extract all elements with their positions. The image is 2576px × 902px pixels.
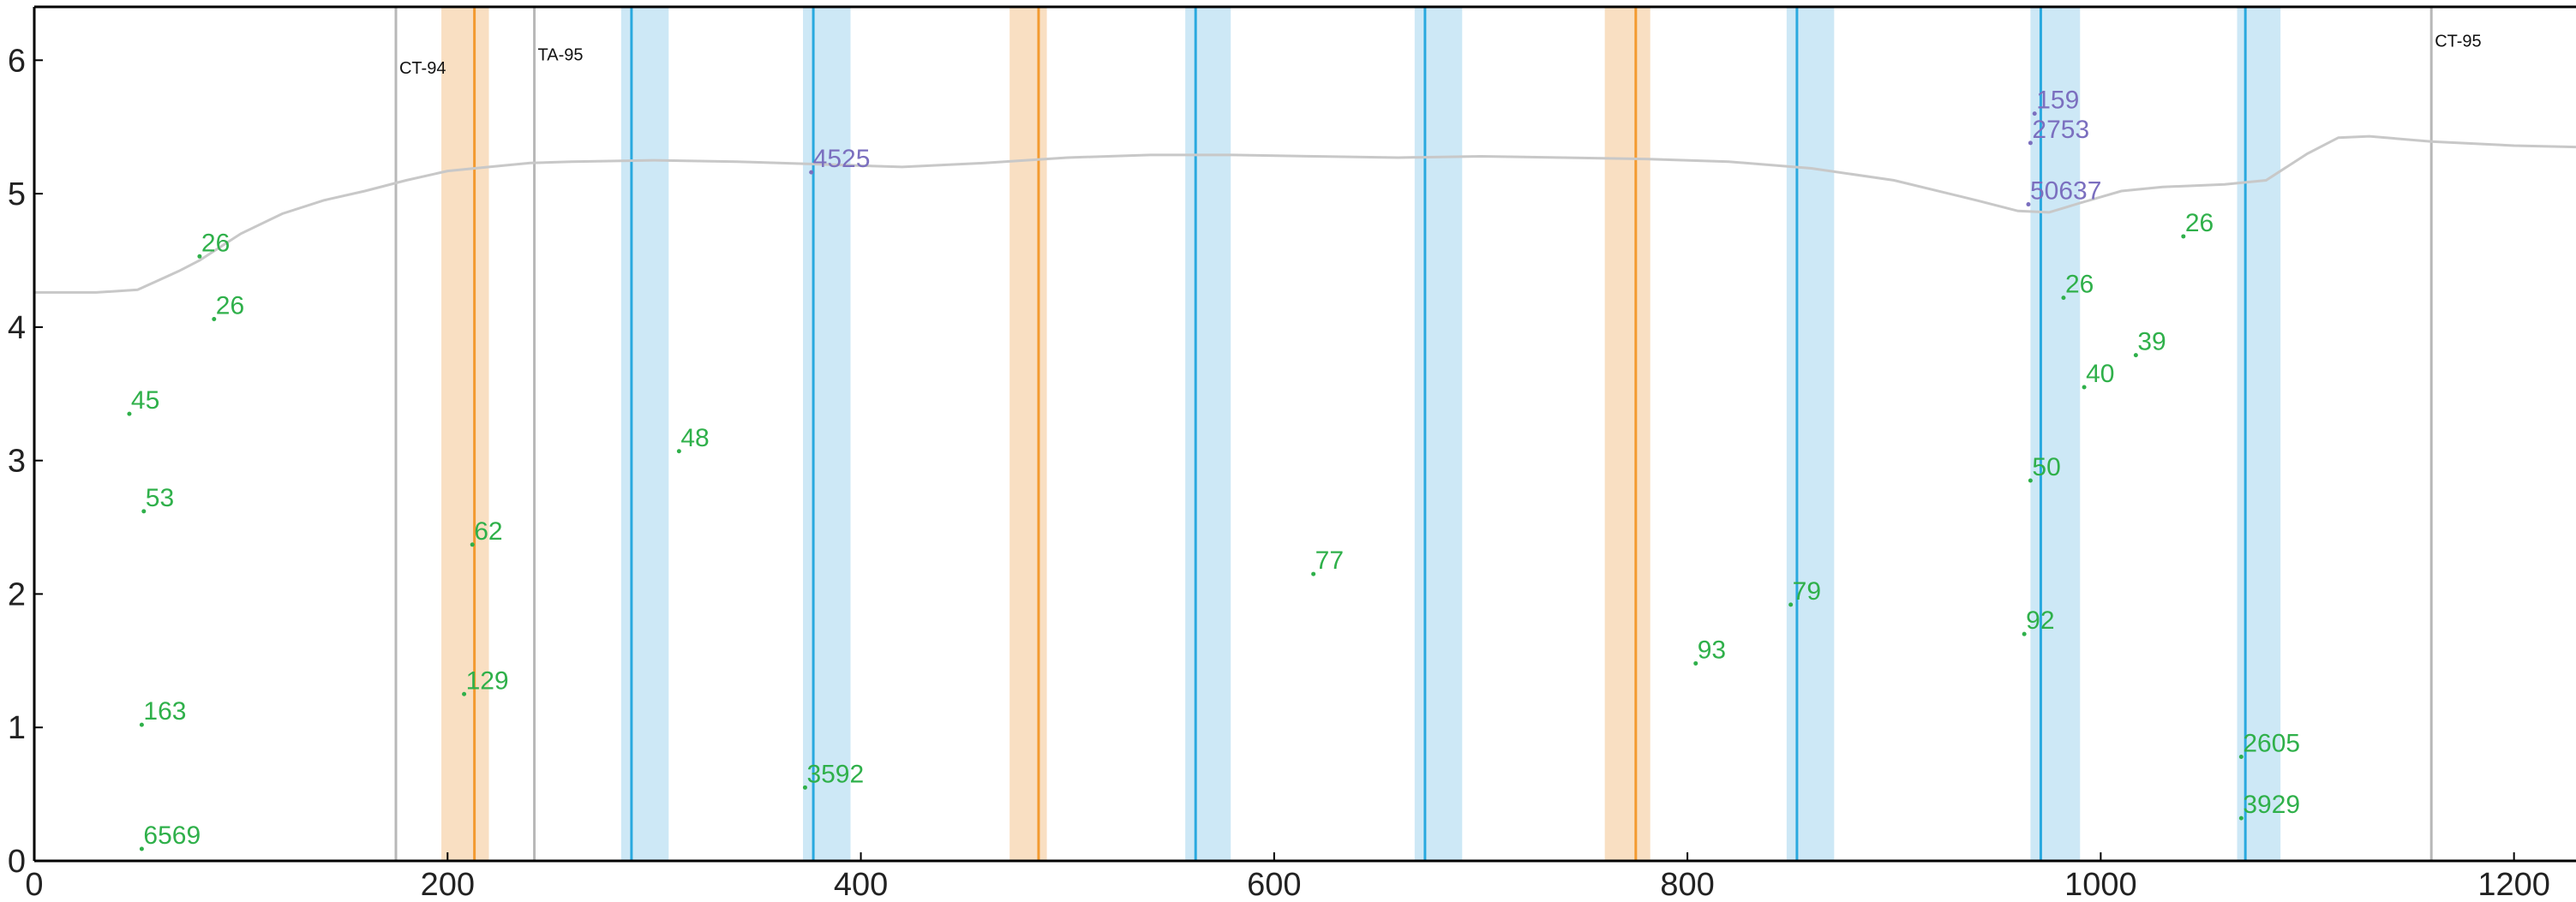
x-tick-label: 200 — [421, 867, 475, 902]
reference-line-label: TA-95 — [538, 45, 584, 64]
blue-band — [1185, 7, 1231, 861]
data-point-label: 50 — [2032, 453, 2060, 481]
blue-band — [620, 7, 669, 861]
y-tick-label: 4 — [8, 310, 26, 346]
x-tick-label: 1200 — [2477, 867, 2550, 902]
data-point-label: 26 — [201, 229, 230, 257]
data-point — [802, 785, 807, 790]
data-point — [676, 449, 681, 454]
data-point-label: 45 — [131, 386, 159, 415]
data-point — [2026, 202, 2031, 207]
data-point — [2238, 754, 2244, 759]
data-point — [127, 411, 132, 416]
data-point-label: 79 — [1793, 577, 1821, 606]
data-point — [470, 542, 475, 547]
data-point — [2022, 631, 2027, 636]
data-point-label: 26 — [2185, 209, 2214, 237]
x-tick-label: 600 — [1247, 867, 1301, 902]
blue-band — [803, 7, 851, 861]
data-point — [139, 722, 144, 727]
data-point — [212, 317, 217, 322]
data-point — [139, 846, 144, 851]
data-point-label: 50637 — [2030, 177, 2101, 206]
blue-band — [1414, 7, 1463, 861]
x-tick-label: 800 — [1660, 867, 1714, 902]
data-point-label: 159 — [2036, 87, 2079, 115]
x-tick-label: 1000 — [2064, 867, 2137, 902]
data-point — [2133, 353, 2138, 358]
data-point-label: 53 — [146, 484, 174, 512]
data-point — [1693, 660, 1698, 666]
data-point — [2082, 385, 2087, 390]
data-point-label: 77 — [1315, 547, 1344, 575]
orange-band — [1009, 7, 1047, 861]
x-tick-label: 0 — [25, 867, 43, 902]
y-tick-label: 6 — [8, 43, 26, 79]
data-point-label: 163 — [143, 697, 186, 726]
plot-area: CT-94 TA-95 CT-95 26 26 45 53 163 6569 62 129 48 359… — [34, 7, 2576, 861]
y-tick-label: 3 — [8, 444, 26, 480]
data-point — [2032, 111, 2037, 116]
y-tick-label: 5 — [8, 176, 26, 212]
data-point — [2238, 815, 2244, 821]
orange-band — [441, 7, 489, 861]
data-point-label: 3592 — [806, 760, 864, 788]
data-point — [2061, 296, 2066, 301]
y-tick-label: 1 — [8, 710, 26, 746]
reference-line-label: CT-95 — [2435, 33, 2481, 51]
data-point — [809, 170, 814, 175]
blue-band — [1786, 7, 1835, 861]
data-point-label: 39 — [2137, 328, 2166, 356]
data-point-label: 3929 — [2243, 791, 2300, 819]
data-point — [462, 691, 467, 696]
blue-band — [2030, 7, 2081, 861]
x-tick-label: 400 — [834, 867, 888, 902]
data-point-label: 4525 — [813, 145, 871, 173]
data-point-label: 26 — [216, 292, 244, 320]
data-point — [197, 254, 202, 259]
data-point-label: 2753 — [2032, 116, 2089, 144]
data-point — [2181, 234, 2186, 239]
data-point — [2028, 140, 2033, 146]
data-point-label: 2605 — [2243, 729, 2300, 757]
data-point-label: 129 — [466, 666, 509, 695]
data-point-label: 26 — [2065, 271, 2094, 299]
data-point — [141, 509, 147, 514]
data-point — [2028, 478, 2033, 483]
data-point-label: 62 — [474, 517, 502, 546]
y-tick-label: 0 — [8, 844, 26, 880]
data-point-label: 93 — [1698, 636, 1726, 664]
y-tick-label: 2 — [8, 576, 26, 612]
orange-band — [1604, 7, 1650, 861]
data-point-label: 48 — [680, 424, 709, 452]
data-point — [1311, 571, 1316, 576]
data-point — [1788, 602, 1794, 607]
data-point-label: 92 — [2026, 606, 2054, 635]
data-point-label: 40 — [2086, 360, 2114, 388]
reference-line-label: CT-94 — [399, 59, 446, 78]
data-point-label: 6569 — [143, 821, 201, 850]
profile-line — [34, 134, 2576, 294]
